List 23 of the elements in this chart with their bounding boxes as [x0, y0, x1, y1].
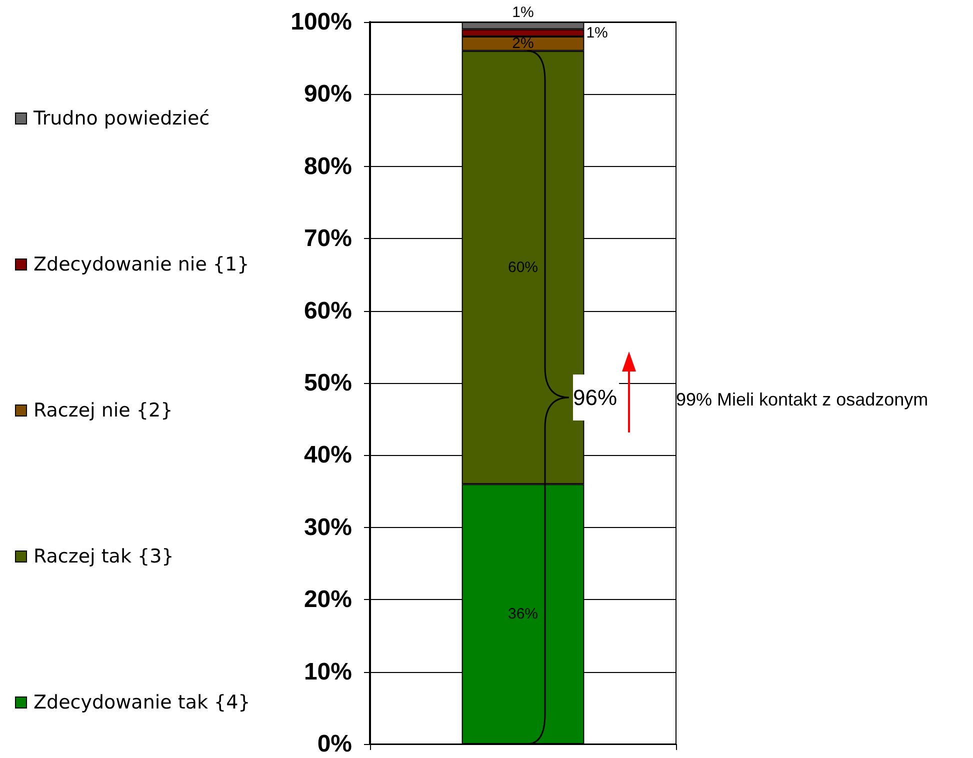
data-label: 1% [512, 4, 534, 21]
legend-label: Zdecydowanie nie {1} [34, 254, 250, 276]
legend-label: Trudno powiedzieć [32, 108, 210, 130]
y-tick-label: 70% [304, 225, 352, 252]
legend-label: Zdecydowanie tak {4} [34, 692, 250, 714]
y-tick-label: 20% [304, 586, 352, 614]
data-label: 36% [508, 606, 538, 623]
legend-label: Raczej tak {3} [34, 546, 174, 568]
y-tick-label: 0% [317, 730, 352, 758]
y-tick-label: 30% [304, 514, 352, 541]
y-tick-label: 80% [304, 152, 352, 180]
y-tick-label: 10% [304, 658, 352, 686]
data-label: 60% [508, 258, 538, 276]
annotation: 99% Mieli kontakt z osadzonym [676, 389, 928, 410]
legend-label: Raczej nie {2} [34, 400, 173, 422]
y-tick-label: 90% [304, 80, 352, 108]
data-label: 2% [512, 35, 534, 52]
y-tick-label: 40% [304, 442, 352, 469]
y-tick-label: 50% [304, 370, 352, 396]
y-tick-label: 100% [290, 8, 352, 36]
y-tick-label: 60% [304, 297, 352, 324]
annotation: 96% [573, 384, 618, 410]
data-label: 1% [586, 24, 608, 42]
